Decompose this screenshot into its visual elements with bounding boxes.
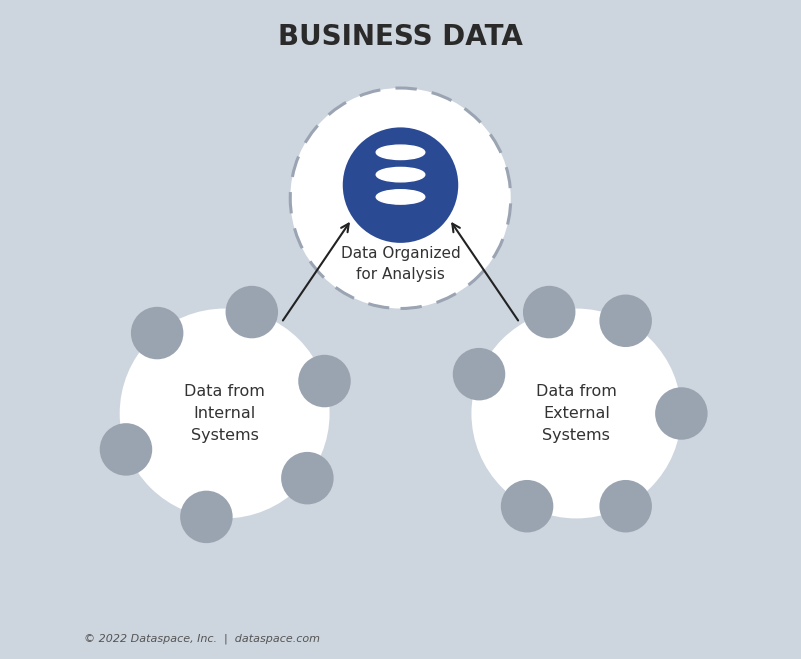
Circle shape — [599, 295, 652, 347]
Circle shape — [523, 286, 575, 338]
Circle shape — [599, 480, 652, 532]
Circle shape — [655, 387, 707, 440]
Circle shape — [281, 452, 334, 504]
Ellipse shape — [376, 167, 425, 182]
Circle shape — [453, 348, 505, 401]
Circle shape — [131, 307, 183, 359]
Circle shape — [180, 491, 232, 543]
Circle shape — [226, 286, 278, 338]
Circle shape — [99, 423, 152, 476]
Text: Data from
Internal
Systems: Data from Internal Systems — [184, 384, 265, 444]
Text: © 2022 Dataspace, Inc.  |  dataspace.com: © 2022 Dataspace, Inc. | dataspace.com — [84, 634, 320, 645]
Text: Data from
External
Systems: Data from External Systems — [536, 384, 617, 444]
Circle shape — [290, 88, 511, 308]
Text: BUSINESS DATA: BUSINESS DATA — [278, 24, 523, 51]
Ellipse shape — [376, 190, 425, 204]
Ellipse shape — [376, 145, 425, 159]
Bar — [376, 152, 425, 197]
Circle shape — [501, 480, 553, 532]
Circle shape — [343, 127, 458, 243]
Circle shape — [298, 355, 351, 407]
Text: Data Organized
for Analysis: Data Organized for Analysis — [340, 246, 461, 281]
Circle shape — [473, 310, 680, 517]
Circle shape — [121, 310, 328, 517]
